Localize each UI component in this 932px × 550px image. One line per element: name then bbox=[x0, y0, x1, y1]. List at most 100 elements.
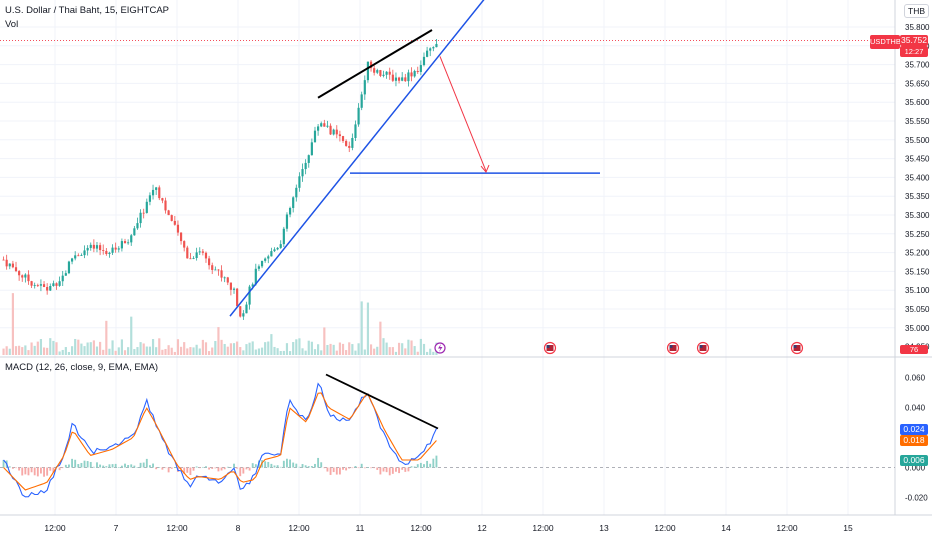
candle-body bbox=[145, 201, 148, 213]
volume-bar bbox=[304, 350, 307, 355]
candle-body bbox=[30, 281, 33, 286]
volume-tag: 76 bbox=[900, 345, 928, 354]
volume-bar bbox=[189, 347, 192, 355]
candle-body bbox=[279, 244, 282, 248]
histogram-bar bbox=[245, 467, 248, 470]
candle-body bbox=[320, 123, 323, 127]
candle-body bbox=[236, 288, 239, 307]
volume-bar bbox=[61, 349, 64, 355]
histogram-bar bbox=[323, 467, 326, 469]
volume-bar bbox=[298, 338, 301, 355]
volume-bar bbox=[117, 347, 120, 355]
candle-body bbox=[192, 258, 195, 259]
volume-bar bbox=[341, 343, 345, 355]
volume-bar bbox=[195, 344, 198, 355]
candle-body bbox=[155, 187, 158, 190]
histogram-bar bbox=[295, 463, 298, 468]
volume-bar bbox=[236, 341, 239, 355]
macd-histogram bbox=[2, 455, 438, 477]
histogram-bar bbox=[301, 464, 304, 468]
candle-body bbox=[99, 245, 102, 251]
candle-body bbox=[329, 125, 332, 135]
candle-body bbox=[332, 129, 335, 135]
projection-arrowhead bbox=[480, 164, 490, 174]
volume-bar bbox=[186, 348, 189, 355]
volume-bar bbox=[148, 346, 152, 355]
histogram-bar bbox=[226, 466, 229, 468]
flag-stripes bbox=[793, 345, 801, 351]
volume-bar bbox=[242, 350, 245, 355]
volume-bar bbox=[301, 348, 304, 355]
candle-body bbox=[338, 134, 341, 137]
volume-bar bbox=[354, 350, 357, 355]
candle-body bbox=[49, 286, 52, 291]
volume-bar bbox=[155, 347, 158, 355]
event-markers[interactable] bbox=[434, 341, 804, 355]
histogram-bar bbox=[161, 467, 164, 470]
candle-body bbox=[46, 287, 49, 291]
volume-bar bbox=[49, 338, 52, 355]
histogram-bar bbox=[354, 466, 357, 468]
currency-button[interactable]: THB bbox=[904, 4, 929, 18]
volume-bar bbox=[264, 342, 267, 355]
candle-body bbox=[64, 273, 67, 276]
price-tick-label: 35.400 bbox=[905, 173, 930, 182]
candle-body bbox=[8, 263, 11, 267]
candle-body bbox=[77, 255, 80, 257]
volume-bar bbox=[413, 346, 416, 355]
candle-body bbox=[2, 259, 5, 261]
price-tick-label: 35.500 bbox=[905, 136, 930, 145]
volume-bar bbox=[363, 349, 366, 355]
volume-bar bbox=[239, 347, 242, 355]
volume-bar bbox=[245, 344, 248, 355]
volume-bar bbox=[416, 351, 419, 355]
candle-body bbox=[92, 244, 95, 249]
price-tick-label: 35.100 bbox=[905, 286, 930, 295]
candle-body bbox=[323, 123, 326, 127]
signal-line bbox=[3, 392, 437, 491]
volume-bar bbox=[55, 342, 58, 355]
drawings[interactable] bbox=[229, 0, 600, 430]
histogram-bar bbox=[338, 467, 341, 475]
volume-bar bbox=[295, 339, 298, 355]
candle-body bbox=[105, 250, 108, 255]
volume-bar bbox=[95, 346, 99, 355]
volume-bar bbox=[382, 338, 385, 355]
histogram-bar bbox=[401, 467, 404, 470]
histogram-bar bbox=[15, 467, 17, 469]
volume-bar bbox=[251, 341, 254, 355]
candle-body bbox=[18, 271, 21, 276]
histogram-bar bbox=[286, 458, 288, 468]
histogram-bar bbox=[376, 467, 379, 470]
volume-bar bbox=[11, 293, 14, 355]
candle-body bbox=[130, 235, 133, 243]
candle-body bbox=[226, 277, 229, 283]
histogram-bar bbox=[317, 457, 320, 468]
symbol-title[interactable]: U.S. Dollar / Thai Baht, 15, EIGHTCAP bbox=[5, 5, 170, 16]
histogram-bar bbox=[192, 467, 195, 471]
volume-bar bbox=[201, 339, 204, 355]
flag-stripes bbox=[546, 345, 554, 351]
histogram-bar bbox=[242, 467, 245, 474]
macd-label[interactable]: MACD (12, 26, close, 9, EMA, EMA) bbox=[5, 362, 159, 373]
time-tick-label: 12:00 bbox=[654, 523, 676, 533]
candle-body bbox=[36, 285, 39, 286]
histogram-bar bbox=[435, 455, 438, 468]
volume-bar bbox=[173, 351, 176, 355]
candle-body bbox=[254, 268, 257, 285]
histogram-bar bbox=[429, 463, 432, 468]
candle-body bbox=[313, 130, 317, 143]
volume-bar bbox=[183, 342, 186, 355]
volume-bar bbox=[279, 351, 282, 355]
histogram-bar bbox=[145, 458, 148, 468]
candle-body bbox=[432, 47, 435, 49]
histogram-bar bbox=[423, 464, 425, 468]
countdown-tag: 12:27 bbox=[900, 46, 928, 57]
candle-body bbox=[195, 252, 198, 259]
symbol-tag: USDTHB bbox=[870, 35, 901, 49]
histogram-bar bbox=[426, 460, 429, 468]
volume-label[interactable]: Vol bbox=[5, 19, 19, 30]
candle-body bbox=[58, 281, 61, 286]
price-tick-label: 35.350 bbox=[905, 192, 930, 201]
